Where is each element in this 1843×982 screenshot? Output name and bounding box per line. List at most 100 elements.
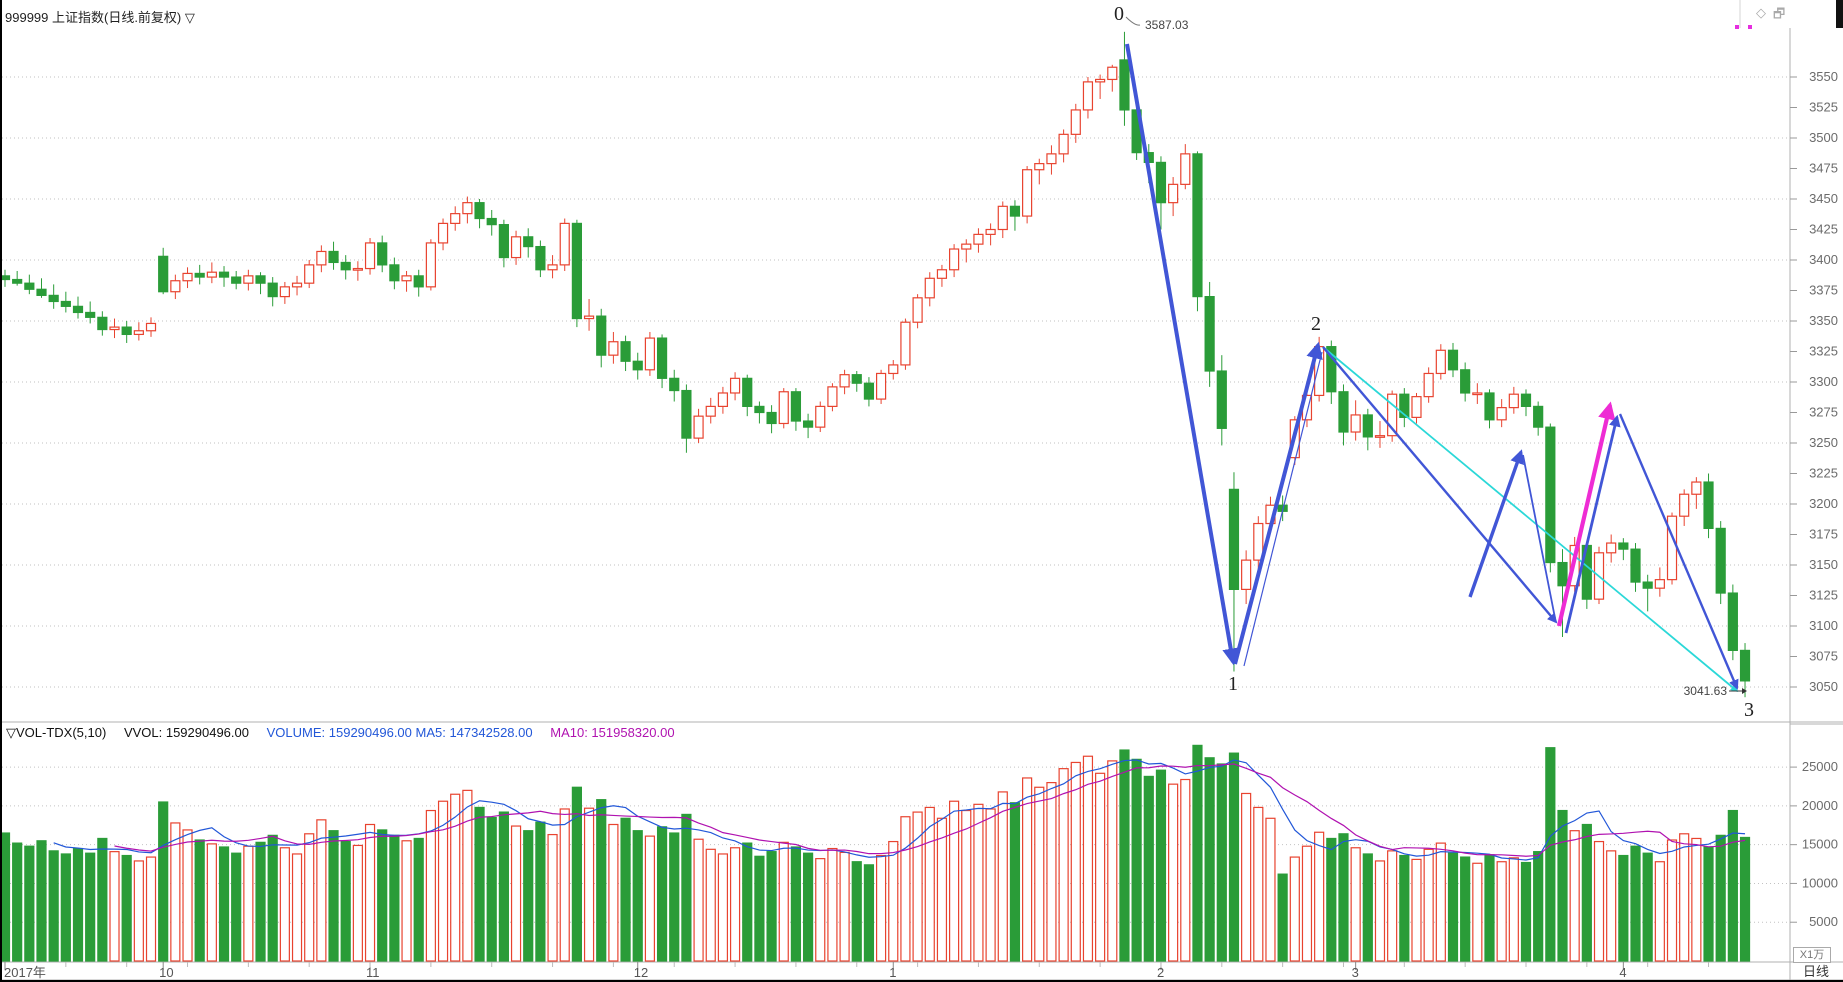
candle-body[interactable]: [729, 377, 741, 394]
candle-body[interactable]: [510, 236, 522, 259]
volume-bar[interactable]: [1143, 775, 1154, 962]
candle-body[interactable]: [961, 243, 972, 250]
volume-bar[interactable]: [608, 823, 619, 962]
volume-bar[interactable]: [802, 852, 814, 962]
candle-body[interactable]: [1557, 561, 1568, 587]
trend-arrow[interactable]: [1125, 43, 1240, 666]
volume-bar[interactable]: [255, 841, 266, 962]
volume-bar[interactable]: [717, 853, 729, 962]
volume-bar[interactable]: [1180, 778, 1191, 962]
candle-body[interactable]: [352, 267, 363, 271]
candle-body[interactable]: [133, 330, 144, 336]
candle-body[interactable]: [1046, 153, 1057, 165]
candle-body[interactable]: [888, 364, 899, 375]
volume-bar[interactable]: [1642, 852, 1653, 962]
candle-body[interactable]: [547, 264, 558, 271]
volume-bar[interactable]: [924, 806, 935, 962]
volume-bar[interactable]: [1460, 856, 1471, 962]
candle-body[interactable]: [1180, 153, 1191, 185]
candle-body[interactable]: [1545, 426, 1556, 564]
candle-body[interactable]: [1691, 481, 1702, 495]
volume-bar[interactable]: [1593, 840, 1605, 962]
month-label[interactable]: 1: [889, 965, 896, 980]
volume-bar[interactable]: [1107, 760, 1118, 962]
volume-bar[interactable]: [644, 835, 656, 962]
volume-bar[interactable]: [1727, 809, 1738, 962]
candle-body[interactable]: [583, 315, 595, 320]
candle-body[interactable]: [571, 222, 582, 320]
volume-bar[interactable]: [1155, 769, 1167, 962]
volume-bar[interactable]: [1046, 782, 1057, 962]
candle-body[interactable]: [401, 275, 412, 282]
volume-bar[interactable]: [1374, 860, 1386, 962]
trend-arrow[interactable]: [1564, 414, 1621, 634]
volume-bar[interactable]: [766, 851, 777, 962]
volume-bar[interactable]: [389, 834, 400, 962]
volume-bar[interactable]: [72, 847, 84, 962]
candle-body[interactable]: [559, 222, 570, 266]
volume-bar[interactable]: [1289, 856, 1300, 962]
candle-body[interactable]: [389, 264, 400, 282]
candle-body[interactable]: [1216, 370, 1227, 429]
candle-body[interactable]: [778, 391, 789, 425]
candle-body[interactable]: [243, 275, 254, 284]
candle-body[interactable]: [1168, 183, 1179, 204]
volume-bar[interactable]: [1362, 853, 1373, 962]
candle-body[interactable]: [145, 322, 157, 332]
month-label[interactable]: 2017年: [4, 965, 46, 980]
candle-body[interactable]: [1630, 548, 1641, 583]
volume-bar[interactable]: [949, 800, 960, 962]
volume-bar[interactable]: [1679, 833, 1690, 962]
volume-bar[interactable]: [1691, 837, 1702, 962]
volume-bar[interactable]: [1666, 839, 1678, 962]
candle-body[interactable]: [486, 217, 497, 226]
volume-bar[interactable]: [1338, 833, 1349, 962]
volume-bar[interactable]: [1228, 752, 1240, 962]
candle-body[interactable]: [1508, 393, 1519, 409]
volume-bar[interactable]: [900, 816, 911, 962]
volume-bar[interactable]: [1314, 831, 1325, 962]
volume-bar[interactable]: [401, 840, 412, 962]
candle-body[interactable]: [1472, 392, 1483, 396]
candle-body[interactable]: [1447, 349, 1459, 371]
volume-bar[interactable]: [1484, 854, 1495, 962]
volume-indicator-header[interactable]: ▽VOL-TDX(5,10) VVOL: 159290496.00 VOLUME…: [6, 725, 689, 741]
volume-bar[interactable]: [1399, 854, 1410, 962]
volume-bar[interactable]: [1569, 830, 1580, 962]
volume-bar[interactable]: [425, 809, 436, 962]
candle-body[interactable]: [1679, 493, 1690, 517]
candle-body[interactable]: [1642, 581, 1653, 589]
candle-body[interactable]: [875, 372, 887, 400]
candle-body[interactable]: [279, 286, 290, 298]
volume-bar[interactable]: [1496, 861, 1507, 962]
volume-bar[interactable]: [170, 822, 181, 962]
period-label[interactable]: 日线: [1802, 964, 1829, 979]
candle-body[interactable]: [1520, 393, 1532, 408]
trend-arrow[interactable]: [1322, 346, 1558, 624]
candle-body[interactable]: [742, 377, 753, 407]
candle-body[interactable]: [377, 242, 388, 266]
candle-body[interactable]: [985, 228, 996, 235]
candle-body[interactable]: [1484, 392, 1495, 421]
month-label[interactable]: 4: [1619, 965, 1626, 980]
volume-bar[interactable]: [1557, 809, 1568, 962]
volume-bar[interactable]: [583, 807, 595, 962]
volume-bar[interactable]: [60, 853, 71, 962]
candle-body[interactable]: [1155, 161, 1167, 204]
candle-body[interactable]: [12, 278, 23, 284]
volume-bar[interactable]: [1168, 783, 1179, 962]
volume-bar[interactable]: [474, 806, 485, 962]
volume-bar[interactable]: [24, 845, 35, 962]
candle-body[interactable]: [316, 250, 327, 266]
trend-arrow[interactable]: [1322, 346, 1739, 692]
candle-body[interactable]: [523, 236, 534, 248]
candle-body[interactable]: [1654, 579, 1665, 589]
volume-bar[interactable]: [1253, 806, 1264, 962]
wave-point-label[interactable]: 2: [1311, 313, 1321, 335]
candle-body[interactable]: [413, 275, 424, 288]
volume-bar[interactable]: [413, 837, 424, 962]
month-label[interactable]: 10: [159, 965, 173, 980]
candle-body[interactable]: [900, 321, 911, 366]
volume-bar[interactable]: [790, 846, 802, 962]
